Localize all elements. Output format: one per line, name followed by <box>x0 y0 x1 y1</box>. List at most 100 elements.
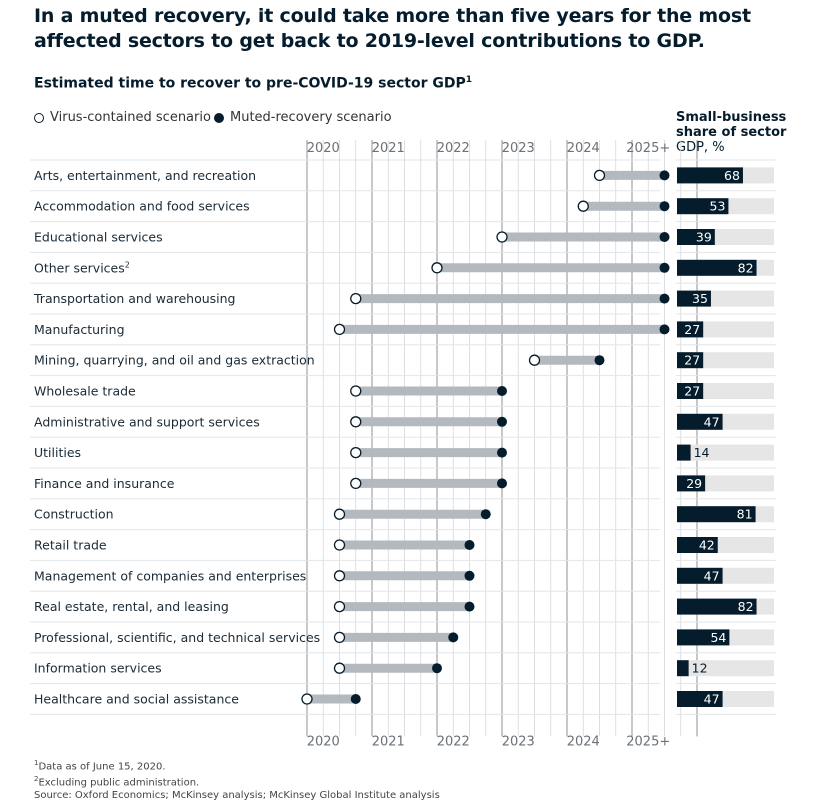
x-axis-top-tick-label: 2025+ <box>626 141 670 156</box>
share-bar-fill <box>677 506 756 523</box>
subtitle-footnote-mark: 1 <box>465 75 473 85</box>
share-value-label: 12 <box>692 661 708 676</box>
share-header-bold: Small-business share of sector <box>676 110 787 140</box>
share-bar-fill <box>677 167 743 184</box>
muted-recovery-point <box>497 478 507 489</box>
sector-label: Mining, quarrying, and oil and gas extra… <box>34 353 315 368</box>
share-bar-fill <box>677 229 715 245</box>
virus-contained-point <box>350 477 362 490</box>
virus-contained-point <box>350 292 362 305</box>
share-bar-background <box>677 444 774 461</box>
share-bar-fill <box>677 691 723 707</box>
share-value-label: 39 <box>696 230 712 245</box>
sector-label: Healthcare and social assistance <box>34 692 239 707</box>
sector-label: Educational services <box>34 230 163 245</box>
share-bar-fill <box>677 259 757 276</box>
footnote-text: Data as of June 15, 2020. <box>38 761 166 773</box>
dumbbell-chart: 2020 2020 2021 2021 2022 2022 2023 2023 2024 2024… <box>30 140 776 749</box>
x-axis-top-tick-label: 2024 <box>567 141 600 156</box>
share-bar-fill <box>677 537 718 553</box>
share-bar-fill <box>677 660 689 677</box>
share-value-label: 82 <box>738 260 754 275</box>
chart-subtitle: Estimated time to recover to pre-COVID-1… <box>34 75 472 92</box>
share-value-label: 82 <box>738 599 754 614</box>
share-bar-fill <box>677 413 723 430</box>
footnote-line: 2Excluding public administration. <box>34 773 440 789</box>
muted-recovery-point <box>659 201 670 212</box>
sector-label: Manufacturing <box>34 322 125 337</box>
x-axis-top-tick-label: 2020 <box>307 141 340 156</box>
share-value-label: 27 <box>684 353 700 368</box>
x-axis-top-tick-label: 2022 <box>437 141 470 156</box>
share-value-label: 27 <box>684 384 700 399</box>
footnote-line: 1Data as of June 15, 2020. <box>34 757 440 773</box>
share-value-label: 14 <box>694 445 710 460</box>
virus-contained-point <box>350 416 362 428</box>
legend-item-muted-recovery: Muted-recovery scenario <box>214 110 392 125</box>
sector-label: Accommodation and food services <box>34 199 250 214</box>
muted-recovery-point <box>659 262 670 273</box>
sector-label: Professional, scientific, and technical … <box>34 630 320 645</box>
share-header-rest: GDP, % <box>676 140 725 155</box>
muted-recovery-point <box>464 540 475 550</box>
footnote-text: Source: Oxford Economics; McKinsey analy… <box>34 789 440 801</box>
virus-contained-point <box>333 631 346 644</box>
muted-recovery-point <box>497 447 507 458</box>
sector-label: Real estate, rental, and leasing <box>34 599 229 614</box>
x-axis-top-tick-label: 2023 <box>502 141 535 156</box>
sector-label: Arts, entertainment, and recreation <box>34 168 256 183</box>
share-value-label: 27 <box>684 322 700 337</box>
footnote-mark: 2 <box>34 775 39 784</box>
chart-headline: In a muted recovery, it could take more … <box>34 5 751 52</box>
muted-recovery-point <box>659 293 670 304</box>
share-bar-fill <box>677 629 730 646</box>
virus-contained-point <box>333 508 346 520</box>
virus-contained-point <box>333 662 346 674</box>
sector-label: Wholesale trade <box>34 384 136 399</box>
sector-footnote-mark: 2 <box>125 260 130 269</box>
share-value-label: 53 <box>710 199 726 214</box>
sector-label: Construction <box>34 507 114 522</box>
muted-recovery-point <box>659 324 670 335</box>
virus-contained-point <box>431 262 443 274</box>
muted-recovery-point <box>432 663 442 674</box>
share-value-label: 68 <box>724 168 740 183</box>
muted-recovery-point <box>659 170 670 181</box>
share-value-label: 29 <box>686 476 702 491</box>
share-bar-fill <box>677 475 706 492</box>
share-bar-fill <box>677 198 729 215</box>
open-circle-icon <box>34 112 44 123</box>
share-value-label: 81 <box>737 507 753 522</box>
legend-label-virus-contained: Virus-contained scenario <box>50 110 211 125</box>
share-bar-fill <box>677 352 704 369</box>
virus-contained-point <box>593 169 606 182</box>
muted-recovery-point <box>464 601 475 612</box>
footnote-text: Excluding public administration. <box>38 777 200 789</box>
share-value-label: 35 <box>692 291 708 306</box>
share-bar-background <box>677 660 774 677</box>
x-axis-bottom-tick-label: 2021 <box>372 734 405 749</box>
sector-label: Transportation and warehousing <box>33 291 236 306</box>
virus-contained-point <box>301 693 313 705</box>
share-bar-fill <box>677 321 704 338</box>
sector-label: Information services <box>34 661 162 676</box>
muted-recovery-point <box>497 416 507 427</box>
share-value-label: 47 <box>704 414 720 429</box>
small-business-share-header: Small-business share of sector GDP, % <box>676 110 796 155</box>
footnote-mark: 1 <box>34 759 39 767</box>
muted-recovery-point <box>497 386 507 396</box>
sector-label: Utilities <box>34 445 81 460</box>
muted-recovery-point <box>464 570 475 581</box>
x-axis-bottom-tick-label: 2020 <box>307 734 340 749</box>
share-value-label: 47 <box>704 692 720 707</box>
virus-contained-point <box>333 600 346 613</box>
sector-label: Other services2 <box>34 260 130 275</box>
share-bar-fill <box>677 567 723 584</box>
sector-label: Administrative and support services <box>34 414 260 429</box>
share-value-label: 47 <box>704 568 720 583</box>
muted-recovery-point <box>659 232 670 242</box>
virus-contained-point <box>496 231 508 243</box>
virus-contained-point <box>577 200 589 212</box>
footnote-line: Source: Oxford Economics; McKinsey analy… <box>34 790 440 802</box>
virus-contained-point <box>333 570 346 582</box>
